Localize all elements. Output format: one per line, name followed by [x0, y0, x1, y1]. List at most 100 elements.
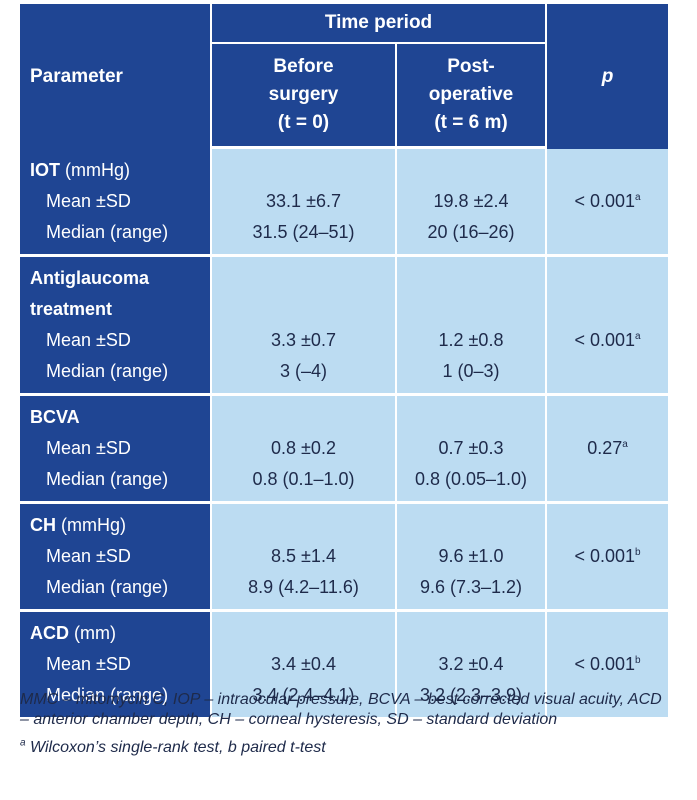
spacer — [212, 294, 395, 325]
median-label: Median (range) — [46, 469, 169, 489]
spacer — [397, 618, 545, 649]
before-mean: 0.8 ±0.2 — [271, 438, 336, 458]
before-surgery-cell: 33.1 ±6.7 31.5 (24–51) — [210, 149, 395, 257]
postoperative-cell: 0.7 ±0.3 0.8 (0.05–1.0) — [395, 396, 545, 504]
before-mean: 3.3 ±0.7 — [271, 330, 336, 350]
results-table-wrapper: Parameter Time period p Before surgery (… — [20, 4, 668, 720]
spacer — [397, 510, 545, 541]
before-mean: 33.1 ±6.7 — [266, 191, 341, 211]
before-median: 3 (–4) — [279, 361, 328, 381]
spacer — [547, 155, 668, 186]
header-post-line1: Post- — [447, 56, 495, 77]
spacer — [397, 155, 545, 186]
post-median: 20 (16–26) — [427, 222, 515, 242]
parameter-name-line: Antiglaucoma — [30, 263, 210, 294]
before-median: 31.5 (24–51) — [252, 222, 355, 242]
p-value-marker: a — [622, 439, 628, 450]
header-before-line3: (t = 0) — [277, 112, 330, 133]
p-value-text: < 0.001 — [574, 330, 635, 350]
spacer — [397, 294, 545, 325]
footnote-abbreviations: MMC – mitomycin C, IOP – intraocular pre… — [20, 691, 662, 728]
post-median: 0.8 (0.05–1.0) — [414, 469, 528, 489]
before-mean: 3.4 ±0.4 — [271, 654, 336, 674]
p-value: < 0.001b — [547, 541, 668, 572]
spacer — [547, 402, 668, 433]
median-label: Median (range) — [46, 361, 169, 381]
spacer — [212, 618, 395, 649]
spacer — [547, 618, 668, 649]
parameter-cell: ACD (mm) Mean ±SD Median (range) — [20, 612, 210, 720]
postoperative-cell: 3.2 ±0.4 3.2 (2.3–3.9) — [395, 612, 545, 720]
p-value-cell: 0.27a — [545, 396, 668, 504]
p-value: < 0.001b — [547, 649, 668, 680]
spacer — [212, 402, 395, 433]
spacer — [397, 263, 545, 294]
median-label: Median (range) — [46, 577, 169, 597]
before-median: 0.8 (0.1–1.0) — [252, 469, 355, 489]
p-value-text: < 0.001 — [574, 654, 635, 674]
header-before-surgery: Before surgery (t = 0) — [210, 44, 395, 149]
before-mean: 8.5 ±1.4 — [271, 546, 336, 566]
p-value-marker: b — [635, 655, 641, 666]
footnote-tests: a Wilcoxon’s single-rank test, b paired … — [20, 738, 675, 758]
table-row: IOT (mmHg) Mean ±SD Median (range) 33.1 ±6.… — [20, 149, 668, 257]
post-median: 9.6 (7.3–1.2) — [419, 577, 523, 597]
postoperative-cell: 1.2 ±0.8 1 (0–3) — [395, 257, 545, 396]
spacer — [212, 155, 395, 186]
header-before-line2: surgery — [268, 84, 339, 105]
p-value-cell: < 0.001b — [545, 612, 668, 720]
parameter-cell: Antiglaucoma treatment Mean ±SD Median (ran… — [20, 257, 210, 396]
spacer — [212, 263, 395, 294]
post-mean: 19.8 ±2.4 — [433, 191, 509, 211]
table-row: BCVA Mean ±SD Median (range) 0.8 ±0.2 0.8 (0… — [20, 396, 668, 504]
parameter-unit: (mmHg) — [56, 515, 126, 535]
parameter-name: BCVA — [30, 407, 80, 427]
spacer — [547, 263, 668, 294]
p-value-cell: < 0.001b — [545, 504, 668, 612]
before-surgery-cell: 0.8 ±0.2 0.8 (0.1–1.0) — [210, 396, 395, 504]
post-mean: 3.2 ±0.4 — [438, 654, 504, 674]
before-surgery-cell: 8.5 ±1.4 8.9 (4.2–11.6) — [210, 504, 395, 612]
p-value: < 0.001a — [547, 186, 668, 217]
spacer — [212, 510, 395, 541]
p-value-marker: a — [635, 192, 641, 203]
postoperative-cell: 19.8 ±2.4 20 (16–26) — [395, 149, 545, 257]
table-row: CH (mmHg) Mean ±SD Median (range) 8.5 ±1.4 8… — [20, 504, 668, 612]
before-surgery-cell: 3.3 ±0.7 3 (–4) — [210, 257, 395, 396]
header-before-line1: Before — [273, 56, 334, 77]
post-mean: 0.7 ±0.3 — [438, 438, 504, 458]
table-row: Antiglaucoma treatment Mean ±SD Median (ran… — [20, 257, 668, 396]
post-mean: 9.6 ±1.0 — [438, 546, 504, 566]
mean-label: Mean ±SD — [46, 438, 131, 458]
p-value-cell: < 0.001a — [545, 257, 668, 396]
p-value-marker: b — [635, 547, 641, 558]
postoperative-cell: 9.6 ±1.0 9.6 (7.3–1.2) — [395, 504, 545, 612]
mean-label: Mean ±SD — [46, 654, 131, 674]
median-label: Median (range) — [46, 222, 169, 242]
parameter-cell: CH (mmHg) Mean ±SD Median (range) — [20, 504, 210, 612]
results-table: Parameter Time period p Before surgery (… — [20, 4, 668, 720]
header-post-line3: (t = 6 m) — [434, 112, 508, 133]
parameter-name: CH — [30, 515, 56, 535]
parameter-name-line: BCVA — [30, 402, 210, 433]
header-time-period: Time period — [210, 4, 545, 44]
parameter-unit: (mm) — [69, 623, 116, 643]
p-value: 0.27a — [547, 433, 668, 464]
p-value-text: < 0.001 — [574, 546, 635, 566]
footnote-tests-marker: a — [20, 737, 26, 749]
table-footnotes: MMC – mitomycin C, IOP – intraocular pre… — [20, 690, 675, 758]
post-median: 3.2 (2.3–3.9) — [419, 685, 523, 705]
p-value-text: 0.27 — [587, 438, 623, 458]
parameter-name: ACD — [30, 623, 69, 643]
p-value-text: < 0.001 — [574, 191, 635, 211]
post-median: 1 (0–3) — [442, 361, 500, 381]
p-value-cell: < 0.001a — [545, 149, 668, 257]
parameter-name-line: IOT (mmHg) — [30, 155, 210, 186]
p-value: < 0.001a — [547, 325, 668, 356]
parameter-name-line: ACD (mm) — [30, 618, 210, 649]
header-parameter: Parameter — [20, 4, 210, 149]
median-label: Median (range) — [46, 685, 169, 705]
before-median: 3.4 (2.4–4.1) — [252, 685, 355, 705]
spacer — [547, 510, 668, 541]
parameter-name-cont: treatment — [30, 299, 113, 319]
